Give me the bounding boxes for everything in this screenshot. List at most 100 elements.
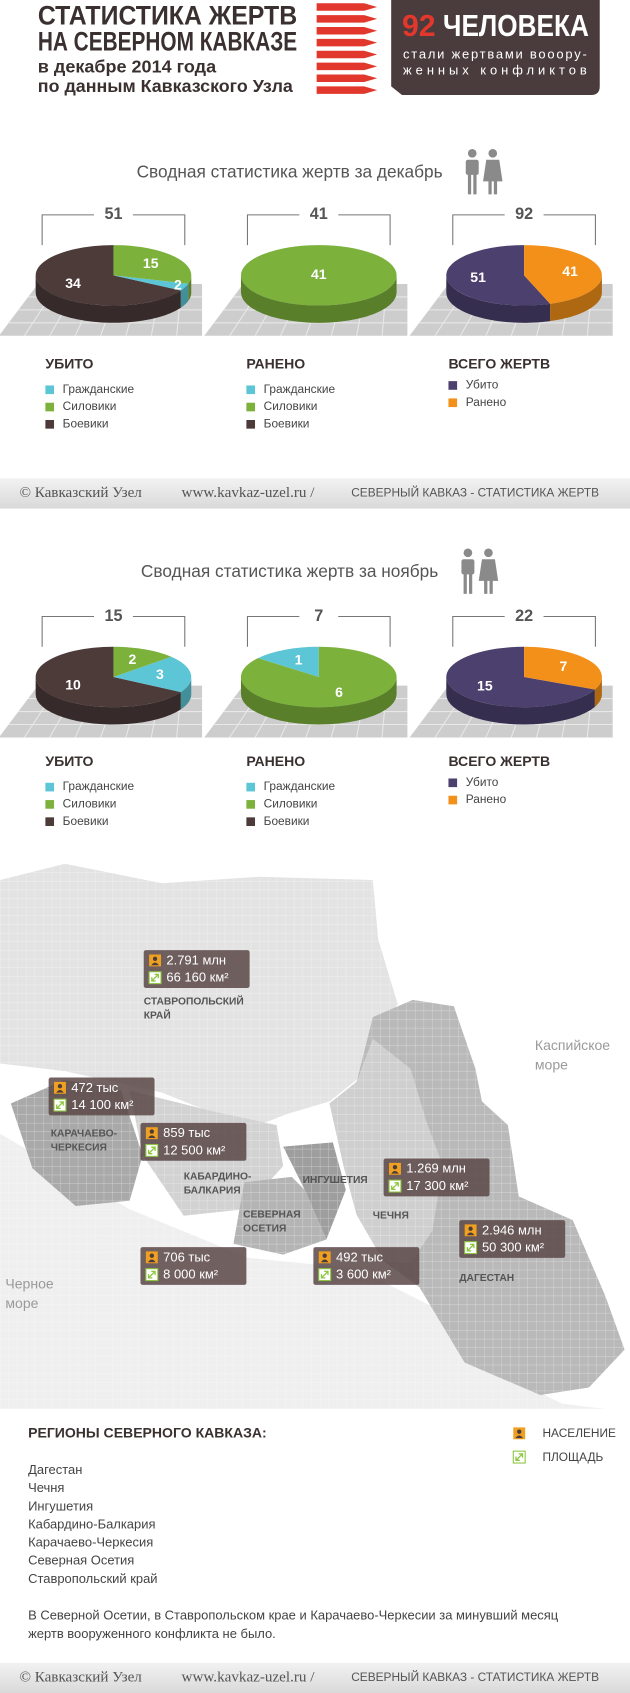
footer-copyright: © Кавказский Узел [19,485,142,501]
legend-swatch [448,778,458,788]
pie-sides [446,676,602,725]
legend-title: РАНЕНО [246,356,305,372]
region-list-item: Ставропольский край [28,1571,157,1586]
pie-slice [524,245,602,304]
region-label: КАРАЧАЕВО- [51,1128,117,1139]
total-label: 51 [104,205,122,223]
info-box [143,950,250,988]
legend-title: ВСЕГО ЖЕРТВ [448,356,550,372]
pie-tops [240,245,397,306]
population-icon-head [392,1165,398,1170]
slice-label: 3 [156,666,164,682]
slice-label: 2 [174,277,182,293]
slice-label: 7 [559,658,567,674]
bracket [452,615,596,647]
legend-label: Гражданские [63,382,135,396]
pie-slice [113,275,189,291]
pie-chart: 51 34 2 15 УБИТО Гражданские Силовики Боевики [0,205,203,430]
population-icon-body [466,1232,475,1236]
info-box [313,1247,420,1285]
badge-box [391,0,600,96]
slice-label: 41 [562,263,578,279]
legend-label: Силовики [63,399,117,413]
pie-chart: 22 15 7 ВСЕГО ЖЕРТВ Убито Ранено [409,607,613,806]
pie-sides [35,275,192,323]
pie-chart: 7 1 6 РАНЕНО Гражданские Силовики Боевики [204,607,408,828]
region-list-item: Дагестан [28,1462,82,1477]
area-icon-arrow [466,1243,475,1252]
total-label: 15 [104,607,122,625]
sea-label: Каспийское [535,1037,610,1053]
pie-tops [35,245,192,306]
badge-text: стали жертвами вооору- [403,46,587,61]
pie-tops [446,646,602,708]
slice-label: 2 [129,651,137,667]
pie-sides [240,275,397,323]
pie-slice [446,646,595,708]
legend-swatch [448,398,458,408]
population-icon-body [391,1170,399,1174]
pie-side [446,676,595,725]
pie-slice [524,646,602,690]
legend-swatch [246,402,256,412]
area: 14 100 км² [71,1097,134,1112]
footer-section: СЕВЕРНЫЙ КАВКАЗ - СТАТИСТИКА ЖЕРТВ [351,485,599,500]
legend-label: Силовики [264,399,318,413]
title: НА СЕВЕРНОМ КАВКАЗЕ [38,26,297,56]
pie-slice [113,656,192,693]
area: 66 160 км² [166,970,229,985]
legend-swatch [448,381,458,390]
population: 859 тыс [163,1125,210,1140]
slice-label: 10 [65,677,81,693]
legend-title: УБИТО [45,753,93,769]
pie-side [35,275,181,323]
pie-side [180,283,189,308]
legend-swatch [45,800,55,809]
legend-swatch [246,782,256,792]
region-label: БАЛКАРИЯ [184,1186,241,1197]
legend-label: Ранено [466,792,507,806]
pie-side [240,676,397,725]
legend-swatch [246,817,256,826]
legend-label: Ранено [466,395,507,409]
legend-swatch [45,420,55,429]
population-icon-head [517,1429,522,1434]
population-icon-body [56,1089,64,1093]
legend-label: Боевики [264,416,310,430]
total-label: 22 [515,607,533,625]
region-label: СЕВЕРНАЯ [243,1209,301,1220]
info-box [140,1122,247,1161]
legend-label: Гражданские [264,382,336,396]
bullets-icon [316,3,378,94]
area-icon-arrow [391,1182,399,1190]
pie-slice [446,245,551,306]
pie-chart: 92 51 41 ВСЕГО ЖЕРТВ Убито Ранено [409,205,613,409]
slice-label: 15 [143,255,159,271]
bracket [41,615,186,647]
pie-slice [240,245,397,306]
legend-swatch [246,420,256,429]
badge-word: ЧЕЛОВЕКА [443,10,589,43]
area-icon-arrow [515,1453,524,1461]
pie-side [188,275,192,301]
footer-bar [0,1662,630,1693]
legend-label: Убито [466,378,499,392]
slice-label: 41 [311,266,327,282]
pie-sides [240,676,397,725]
legend-label: Боевики [63,416,109,430]
area: 17 300 км² [406,1178,469,1193]
slice-label: 51 [470,269,486,285]
population-icon-head [322,1253,327,1258]
slice-label: 1 [295,651,303,667]
slice-label: 34 [65,275,81,291]
slice-label: 15 [477,677,493,693]
region-label: ДАГЕСТАН [459,1273,514,1284]
region-label: СТАВРОПОЛЬСКИЙ [144,995,244,1008]
bracket [452,214,596,246]
badge-text: женных конфликтов [403,63,587,78]
population-icon-head [468,1226,473,1231]
region-label: ИНГУШЕТИЯ [303,1175,368,1186]
